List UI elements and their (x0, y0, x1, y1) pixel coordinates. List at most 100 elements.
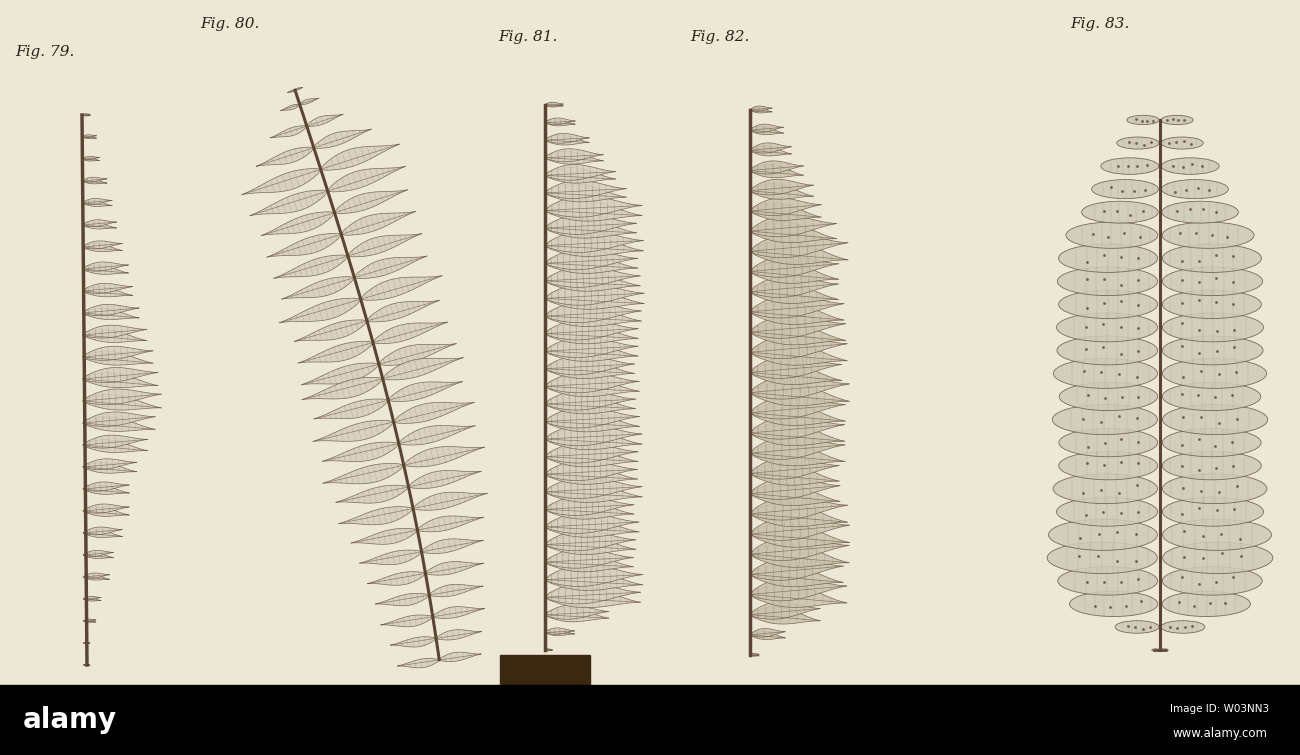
Polygon shape (750, 496, 848, 520)
Polygon shape (313, 129, 372, 149)
Polygon shape (82, 283, 133, 294)
Polygon shape (545, 119, 575, 126)
Polygon shape (82, 244, 122, 251)
Ellipse shape (1162, 290, 1261, 319)
Polygon shape (545, 605, 608, 619)
Polygon shape (750, 282, 838, 304)
Polygon shape (545, 496, 634, 516)
Polygon shape (545, 305, 641, 327)
Ellipse shape (1092, 180, 1158, 199)
Polygon shape (545, 411, 640, 432)
Polygon shape (750, 464, 840, 485)
Polygon shape (750, 334, 848, 359)
Polygon shape (545, 199, 642, 221)
Polygon shape (545, 359, 634, 378)
Polygon shape (417, 516, 484, 532)
Polygon shape (750, 543, 849, 567)
Ellipse shape (1048, 542, 1157, 574)
Polygon shape (439, 652, 481, 661)
Polygon shape (545, 249, 638, 270)
Polygon shape (750, 233, 848, 257)
Ellipse shape (1162, 429, 1261, 457)
Polygon shape (750, 631, 785, 639)
Polygon shape (394, 402, 474, 424)
Polygon shape (545, 180, 627, 199)
Ellipse shape (1162, 405, 1268, 435)
Ellipse shape (1057, 498, 1157, 526)
Polygon shape (545, 565, 644, 587)
Polygon shape (750, 295, 844, 318)
Bar (500, 655, 590, 695)
Polygon shape (545, 516, 640, 538)
Polygon shape (750, 577, 848, 601)
Polygon shape (545, 337, 638, 358)
Polygon shape (750, 301, 844, 325)
Polygon shape (83, 459, 136, 470)
Polygon shape (328, 166, 406, 192)
Polygon shape (83, 373, 159, 388)
Polygon shape (545, 151, 603, 164)
Polygon shape (83, 330, 147, 343)
Polygon shape (82, 136, 96, 139)
Ellipse shape (1162, 359, 1266, 388)
Polygon shape (750, 374, 849, 399)
Ellipse shape (1060, 383, 1158, 411)
Polygon shape (421, 539, 484, 553)
Polygon shape (545, 103, 563, 107)
Ellipse shape (1052, 405, 1157, 435)
Polygon shape (545, 183, 627, 202)
Ellipse shape (1162, 180, 1228, 199)
Polygon shape (545, 341, 638, 362)
Ellipse shape (1082, 202, 1158, 223)
Polygon shape (242, 168, 321, 195)
Text: Fig. 81.: Fig. 81. (498, 30, 558, 44)
Polygon shape (295, 88, 303, 90)
Polygon shape (429, 584, 484, 596)
Polygon shape (750, 536, 849, 560)
Ellipse shape (1162, 519, 1271, 550)
Polygon shape (545, 355, 634, 375)
Polygon shape (750, 483, 840, 506)
Polygon shape (83, 463, 136, 473)
Polygon shape (545, 165, 616, 180)
Polygon shape (83, 553, 113, 559)
Polygon shape (750, 396, 845, 419)
Polygon shape (750, 564, 844, 587)
Polygon shape (313, 399, 389, 419)
Ellipse shape (1162, 451, 1261, 479)
Polygon shape (348, 233, 422, 257)
Text: www.alamy.com: www.alamy.com (1173, 726, 1268, 739)
Polygon shape (545, 569, 644, 590)
Polygon shape (545, 267, 641, 288)
Polygon shape (545, 235, 644, 257)
Polygon shape (307, 114, 343, 127)
Text: Fig. 80.: Fig. 80. (200, 17, 260, 31)
Polygon shape (82, 158, 100, 161)
Polygon shape (545, 217, 637, 238)
Polygon shape (83, 573, 109, 578)
Polygon shape (360, 276, 442, 300)
Ellipse shape (1058, 451, 1157, 479)
Polygon shape (750, 261, 838, 283)
Ellipse shape (1057, 336, 1157, 365)
Polygon shape (545, 513, 640, 533)
Polygon shape (750, 442, 845, 466)
Polygon shape (750, 203, 822, 220)
Ellipse shape (1161, 158, 1219, 174)
Ellipse shape (1058, 244, 1157, 273)
Polygon shape (398, 658, 439, 668)
Polygon shape (83, 664, 90, 666)
Polygon shape (545, 407, 640, 428)
Polygon shape (83, 642, 90, 643)
Ellipse shape (1060, 429, 1157, 457)
Polygon shape (545, 629, 575, 636)
Polygon shape (545, 319, 638, 340)
Polygon shape (367, 300, 439, 322)
Polygon shape (545, 214, 637, 234)
Polygon shape (545, 287, 645, 310)
Polygon shape (750, 179, 814, 195)
Ellipse shape (1162, 498, 1264, 526)
Polygon shape (351, 528, 417, 544)
Ellipse shape (1162, 566, 1262, 595)
Polygon shape (83, 643, 90, 644)
